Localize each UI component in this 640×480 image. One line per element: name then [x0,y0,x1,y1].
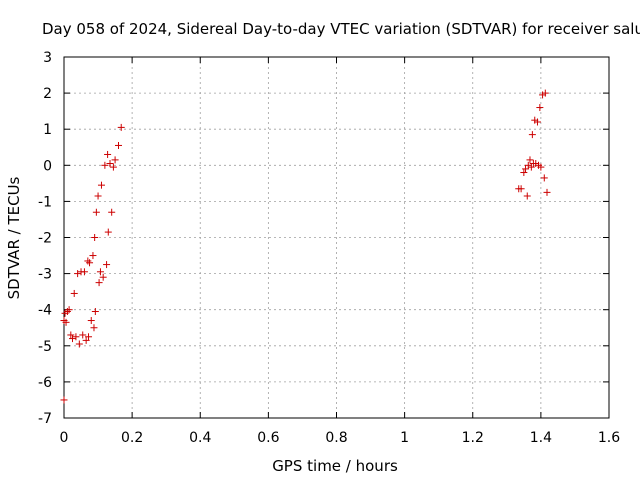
data-point [517,185,525,193]
x-tick-labels: 0 0.2 0.4 0.6 0.8 1 1.2 1.4 1.6 [60,430,621,446]
data-point [115,141,122,149]
data-point [528,131,536,139]
x-tick-label: 1.4 [530,430,552,446]
data-point [541,89,549,97]
x-axis-label: GPS time / hours [272,457,398,475]
x-tick-label: 0 [60,430,69,446]
data-point [91,234,99,241]
data-point [533,118,541,126]
x-tick-label: 0.6 [257,430,279,446]
data-point [63,308,71,316]
data-point [62,318,70,326]
y-tick-label: 1 [43,122,52,138]
data-point [89,252,97,260]
data-point [75,340,83,348]
data-point [85,333,93,341]
data-point [103,261,111,269]
data-point [109,163,117,171]
x-tick-label: 0.8 [325,430,347,446]
data-point [537,163,545,171]
y-tick-label: -4 [38,303,52,319]
y-tick-label: 0 [43,158,52,174]
y-tick-label: -3 [38,267,52,283]
data-point [96,268,104,276]
grid [64,57,609,418]
data-point [523,192,531,200]
y-tick-label: 3 [43,50,52,66]
data-point [522,165,530,173]
data-point [72,333,80,341]
data-point [117,123,125,131]
data-point [65,306,73,314]
data-point [97,181,105,189]
data-point [524,161,532,169]
data-point [74,270,82,278]
data-point [106,159,114,167]
data-point [540,174,548,182]
data-point [86,259,94,267]
data-point [79,331,87,339]
data-point [87,317,95,325]
data-point [543,188,551,196]
y-tick-label: 2 [43,86,52,102]
data-point [536,104,544,112]
x-tick-label: 0.4 [189,430,211,446]
y-tick-label: -7 [38,411,52,427]
data-point [99,273,107,281]
x-tick-label: 1.2 [462,430,484,446]
data-point [101,161,109,169]
x-tick-label: 0.2 [121,430,143,446]
data-point [526,156,534,164]
data-point [91,308,99,316]
y-tick-label: -2 [38,231,52,247]
data-point [111,156,119,164]
data-point [70,289,78,297]
data-point [527,163,535,171]
data-point [67,331,75,339]
data-point [108,208,116,216]
data-point [104,228,112,236]
data-point [82,336,90,344]
y-tick-label: -1 [38,194,52,210]
data-point [520,169,528,177]
data-point [94,192,102,200]
y-tick-labels: 3 2 1 0 -1 -2 -3 -4 -5 -6 -7 [38,50,52,427]
data-point [84,257,92,265]
data-point [95,279,103,287]
y-tick-label: -6 [38,375,52,391]
data-points [60,89,551,404]
y-tick-label: -5 [38,339,52,355]
x-tick-label: 1 [400,430,409,446]
data-point [90,324,98,332]
y-axis-label: SDTVAR / TECUs [5,176,23,299]
data-point [60,396,68,404]
data-point [69,335,77,343]
data-point [92,208,100,216]
data-point [104,150,112,158]
x-tick-label: 1.6 [598,430,620,446]
data-point [80,268,88,276]
chart-title: Day 058 of 2024, Sidereal Day-to-day VTE… [42,20,640,38]
plot-border [63,56,610,419]
